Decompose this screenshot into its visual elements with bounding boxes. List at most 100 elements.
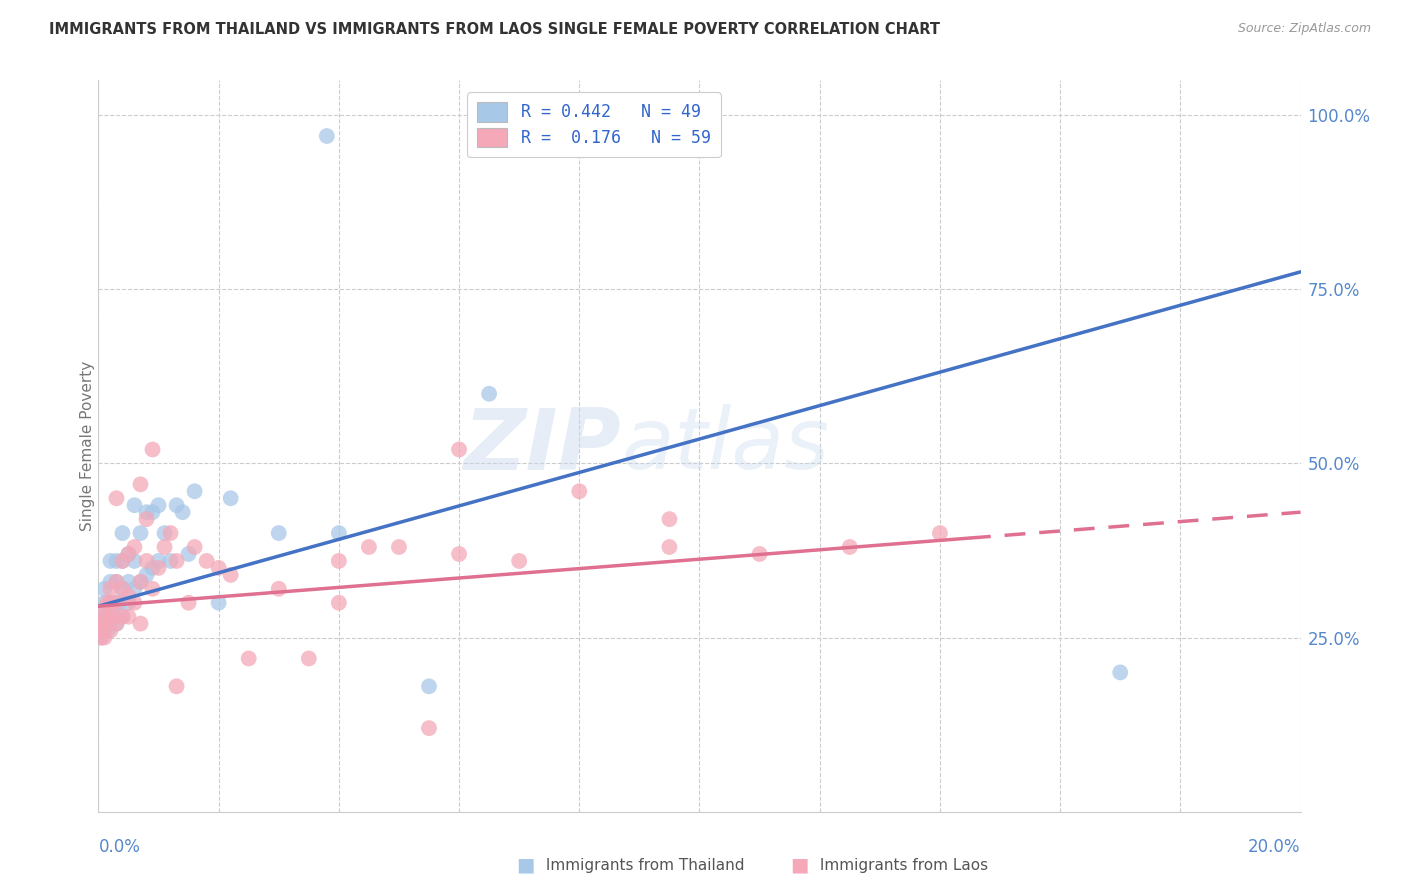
Point bbox=[111, 554, 134, 568]
Point bbox=[103, 609, 125, 624]
Point bbox=[929, 526, 952, 541]
Text: atlas: atlas bbox=[621, 404, 830, 488]
Point bbox=[93, 582, 115, 596]
Point bbox=[100, 582, 122, 596]
Point bbox=[129, 574, 152, 589]
Point bbox=[135, 567, 157, 582]
Point bbox=[183, 540, 205, 554]
Point bbox=[129, 477, 152, 491]
Point bbox=[105, 491, 128, 506]
Text: 20.0%: 20.0% bbox=[1249, 838, 1301, 856]
Point bbox=[124, 540, 146, 554]
Text: 0.0%: 0.0% bbox=[98, 838, 141, 856]
Point bbox=[153, 540, 176, 554]
Point bbox=[105, 596, 128, 610]
Point bbox=[328, 596, 350, 610]
Point bbox=[111, 582, 134, 596]
Point bbox=[568, 484, 591, 499]
Point bbox=[177, 596, 200, 610]
Point bbox=[658, 512, 681, 526]
Point bbox=[129, 616, 152, 631]
Point bbox=[298, 651, 321, 665]
Point bbox=[159, 526, 181, 541]
Point bbox=[148, 561, 170, 575]
Point bbox=[748, 547, 770, 561]
Point bbox=[357, 540, 380, 554]
Point bbox=[166, 679, 188, 693]
Point bbox=[183, 484, 205, 499]
Point bbox=[111, 526, 134, 541]
Point bbox=[93, 603, 115, 617]
Point bbox=[93, 609, 115, 624]
Point bbox=[418, 679, 440, 693]
Point bbox=[117, 574, 139, 589]
Point bbox=[388, 540, 411, 554]
Text: Immigrants from Thailand: Immigrants from Thailand bbox=[541, 858, 745, 872]
Point bbox=[328, 526, 350, 541]
Point bbox=[96, 603, 118, 617]
Point bbox=[141, 442, 163, 457]
Point bbox=[111, 582, 134, 596]
Point bbox=[166, 554, 188, 568]
Point bbox=[658, 540, 681, 554]
Point bbox=[447, 442, 470, 457]
Point bbox=[508, 554, 530, 568]
Point bbox=[159, 554, 181, 568]
Point bbox=[93, 596, 115, 610]
Point bbox=[141, 561, 163, 575]
Point bbox=[105, 554, 128, 568]
Point bbox=[177, 547, 200, 561]
Point bbox=[100, 596, 122, 610]
Point bbox=[124, 498, 146, 512]
Text: IMMIGRANTS FROM THAILAND VS IMMIGRANTS FROM LAOS SINGLE FEMALE POVERTY CORRELATI: IMMIGRANTS FROM THAILAND VS IMMIGRANTS F… bbox=[49, 22, 941, 37]
Point bbox=[328, 554, 350, 568]
Point bbox=[166, 498, 188, 512]
Point bbox=[117, 547, 139, 561]
Point bbox=[105, 616, 128, 631]
Point bbox=[117, 609, 139, 624]
Text: ■: ■ bbox=[790, 855, 808, 875]
Point bbox=[105, 574, 128, 589]
Point bbox=[838, 540, 860, 554]
Point bbox=[90, 631, 112, 645]
Point bbox=[111, 609, 134, 624]
Point bbox=[418, 721, 440, 735]
Point bbox=[315, 128, 337, 143]
Point bbox=[96, 596, 118, 610]
Point bbox=[111, 609, 134, 624]
Point bbox=[124, 554, 146, 568]
Point bbox=[129, 574, 152, 589]
Point bbox=[117, 589, 139, 603]
Point bbox=[141, 505, 163, 519]
Point bbox=[117, 547, 139, 561]
Point bbox=[105, 596, 128, 610]
Point bbox=[267, 526, 290, 541]
Point bbox=[208, 596, 231, 610]
Point bbox=[124, 582, 146, 596]
Point bbox=[172, 505, 194, 519]
Point bbox=[447, 547, 470, 561]
Point bbox=[478, 386, 501, 401]
Point bbox=[153, 526, 176, 541]
Y-axis label: Single Female Poverty: Single Female Poverty bbox=[80, 361, 94, 531]
Point bbox=[100, 624, 122, 638]
Point bbox=[96, 624, 118, 638]
Point bbox=[111, 554, 134, 568]
Point bbox=[195, 554, 218, 568]
Point bbox=[129, 526, 152, 541]
Point bbox=[90, 616, 112, 631]
Point bbox=[100, 574, 122, 589]
Point bbox=[100, 554, 122, 568]
Point bbox=[100, 596, 122, 610]
Point bbox=[117, 596, 139, 610]
Point bbox=[93, 631, 115, 645]
Point bbox=[148, 498, 170, 512]
Point bbox=[219, 567, 242, 582]
Point bbox=[91, 616, 114, 631]
Point bbox=[100, 616, 122, 631]
Point bbox=[267, 582, 290, 596]
Point bbox=[108, 596, 131, 610]
Text: ■: ■ bbox=[516, 855, 534, 875]
Point bbox=[93, 616, 115, 631]
Text: Source: ZipAtlas.com: Source: ZipAtlas.com bbox=[1237, 22, 1371, 36]
